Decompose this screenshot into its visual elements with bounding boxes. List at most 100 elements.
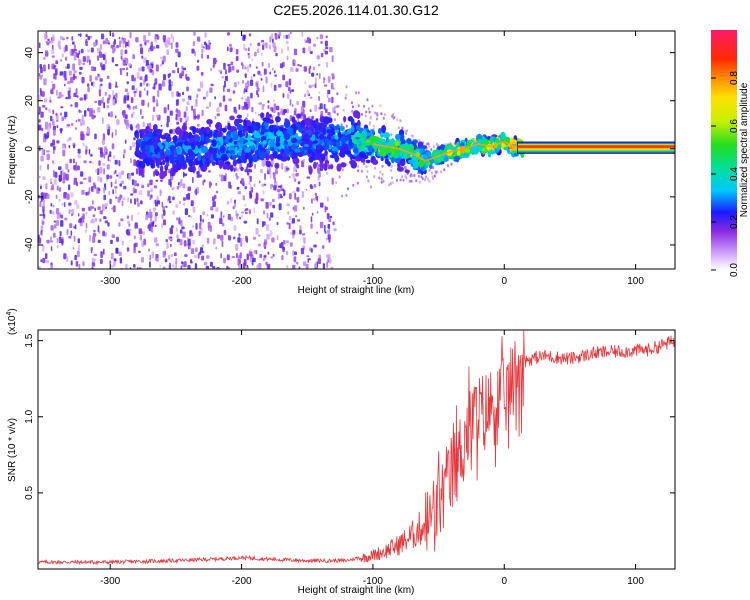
spectrogram-cell xyxy=(147,138,153,146)
spectrogram-cell xyxy=(435,171,437,175)
spectrogram-cell xyxy=(271,108,274,113)
spectrogram-cell xyxy=(411,134,414,138)
spectrogram-cell xyxy=(70,192,74,198)
spectrogram-cell xyxy=(347,128,352,134)
spectrogram-cell xyxy=(320,52,324,58)
spectrogram-cell xyxy=(318,254,322,259)
spectrogram-cell xyxy=(65,173,69,181)
spectrogram-cell xyxy=(51,44,54,50)
spectrogram-cell xyxy=(73,70,77,74)
snr-x-tick-label: 0 xyxy=(501,576,507,587)
spectrogram-cell xyxy=(299,229,302,235)
spectrogram-cell xyxy=(153,46,156,50)
spectrogram-cell xyxy=(329,47,333,53)
spectrogram-cell xyxy=(153,208,156,213)
spectrogram-cell xyxy=(78,50,81,55)
spectrogram-cell xyxy=(262,85,265,93)
spectrogram-cell xyxy=(73,165,76,170)
spectrogram-cell xyxy=(361,169,363,173)
spectrogram-cell xyxy=(277,193,281,200)
spectrogram-cell xyxy=(247,168,251,172)
spectrogram-cell xyxy=(118,172,122,179)
snr-y-tick-label: 0.5 xyxy=(24,485,35,499)
spectrogram-cell xyxy=(201,133,205,142)
spectrogram-cell xyxy=(138,228,142,235)
spectrogram-cell xyxy=(333,118,336,122)
spectrogram-cell xyxy=(392,113,395,116)
spectrogram-cell xyxy=(64,77,67,81)
spectrogram-cell xyxy=(141,99,145,106)
spectrogram-cell xyxy=(281,48,283,54)
spectrogram-cell xyxy=(110,111,113,118)
spectrogram-cell xyxy=(297,181,300,185)
spectrogram-cell xyxy=(155,243,159,247)
spectrogram-cell xyxy=(127,196,130,203)
spectrogram-cell xyxy=(351,125,355,133)
spectrogram-cell xyxy=(199,222,202,230)
spectrogram-band xyxy=(517,144,675,147)
spectrogram-cell xyxy=(82,261,85,267)
spectrogram-cell xyxy=(187,97,190,101)
spectrogram-cells xyxy=(38,31,675,273)
spectrogram-cell xyxy=(262,140,267,145)
spectrogram-cell xyxy=(227,235,232,241)
spectrogram-cell xyxy=(51,121,55,126)
spectrogram-cell xyxy=(183,197,186,201)
spectrogram-cell xyxy=(288,215,292,221)
spectrogram-cell xyxy=(190,200,194,207)
spectrogram-band xyxy=(517,143,675,146)
spectrogram-cell xyxy=(271,198,275,203)
spectrogram-cell xyxy=(156,35,160,40)
spectrogram-cell xyxy=(202,218,204,223)
spectrogram-cell xyxy=(60,214,64,219)
spectrogram-cell xyxy=(65,56,68,61)
spectrogram-cell xyxy=(447,164,450,168)
spectrogram-cell xyxy=(267,100,270,104)
spectrogram-cell xyxy=(287,46,289,51)
spectrogram-cell xyxy=(227,46,229,52)
spectrogram-cell xyxy=(425,142,428,146)
spectrogram-cell xyxy=(164,258,168,263)
spectrogram-cell xyxy=(127,231,131,236)
spectrogram-cell xyxy=(255,137,261,143)
spectrogram-cell xyxy=(66,63,70,69)
snr-x-tick-label: -200 xyxy=(232,576,252,587)
spectrogram-cell xyxy=(39,203,41,207)
spectrogram-cell xyxy=(155,114,159,118)
spectrogram-cell xyxy=(52,109,55,115)
spectrogram-cell xyxy=(259,169,264,173)
spectrogram-cell xyxy=(286,203,290,207)
spectrogram-cell xyxy=(70,209,73,212)
spectrogram-cell xyxy=(429,163,433,170)
spectrogram-cell xyxy=(242,269,244,273)
spectrogram-cell xyxy=(314,77,317,85)
spectrogram-cell xyxy=(186,76,190,81)
spectrogram-cell xyxy=(186,86,189,92)
spectrogram-cell xyxy=(351,138,358,144)
spectrogram-cell xyxy=(313,66,316,71)
spectrogram-cell xyxy=(224,138,229,143)
spectrogram-cell xyxy=(169,129,173,134)
spectrogram-cell xyxy=(184,173,187,177)
spectrogram-cell xyxy=(303,143,310,148)
spectrogram-cell xyxy=(176,217,178,221)
spectrogram-cell xyxy=(104,59,107,65)
spectrogram-cell xyxy=(151,222,154,227)
spectrogram-cell xyxy=(309,109,312,113)
spectrogram-cell xyxy=(125,58,129,63)
spectrogram-cell xyxy=(273,181,277,187)
spectrogram-cell xyxy=(64,111,68,118)
spectrogram-x-ticks: -300 -200 -100 0 100 xyxy=(100,31,644,287)
spectrogram-cell xyxy=(326,94,329,99)
spectrogram-cell xyxy=(328,237,331,243)
spectrogram-cell xyxy=(182,67,187,71)
spectrogram-cell xyxy=(147,83,150,87)
spectrogram-cell xyxy=(155,212,158,217)
spectrogram-cell xyxy=(420,145,427,150)
spectrogram-cell xyxy=(361,112,363,116)
spectrogram-cell xyxy=(227,32,230,36)
spectrogram-cell xyxy=(314,192,317,197)
spectrogram-cell xyxy=(113,258,117,262)
spectrogram-cell xyxy=(262,190,265,195)
spectrogram-cell xyxy=(154,33,157,40)
